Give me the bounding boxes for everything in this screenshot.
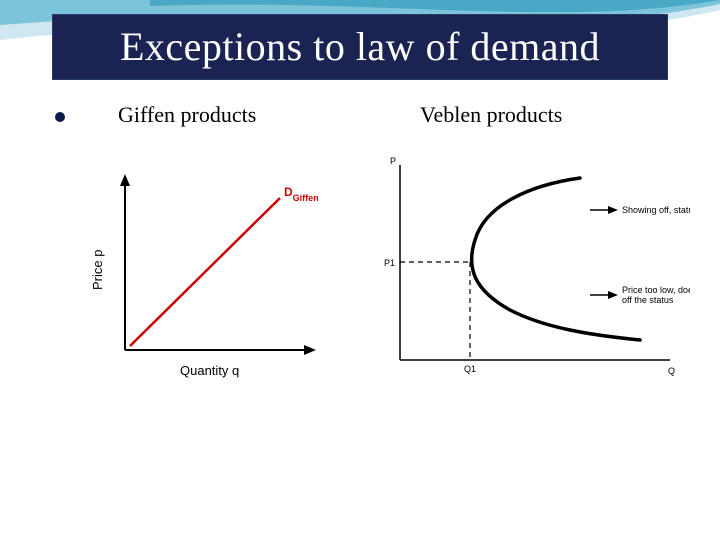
giffen-heading: Giffen products (118, 102, 256, 128)
giffen-chart: DGiffen Price p Quantity q (70, 160, 330, 390)
veblen-arrow-bottom-head (608, 291, 618, 299)
giffen-x-arrow (304, 345, 316, 355)
bullet-icon (55, 112, 65, 122)
giffen-demand-line (130, 198, 280, 346)
veblen-q1-label: Q1 (464, 364, 476, 374)
veblen-x-label: Q (668, 366, 675, 376)
giffen-line-label: DGiffen (284, 185, 319, 203)
veblen-p1-label: P1 (384, 258, 395, 268)
veblen-heading: Veblen products (420, 102, 562, 128)
veblen-y-label: P (390, 156, 396, 166)
giffen-y-label: Price p (90, 250, 105, 290)
veblen-chart: P Q P1 Q1 Showing off, status Price too … (370, 150, 690, 390)
title-box: Exceptions to law of demand (52, 14, 668, 80)
giffen-y-arrow (120, 174, 130, 186)
veblen-demand-curve (472, 178, 640, 340)
giffen-x-label: Quantity q (180, 363, 239, 378)
veblen-annotation-top: Showing off, status (622, 205, 690, 215)
veblen-arrow-top-head (608, 206, 618, 214)
veblen-annotation-bottom-1: Price too low, doesn't showoff the statu… (622, 285, 690, 305)
page-title: Exceptions to law of demand (120, 27, 600, 67)
